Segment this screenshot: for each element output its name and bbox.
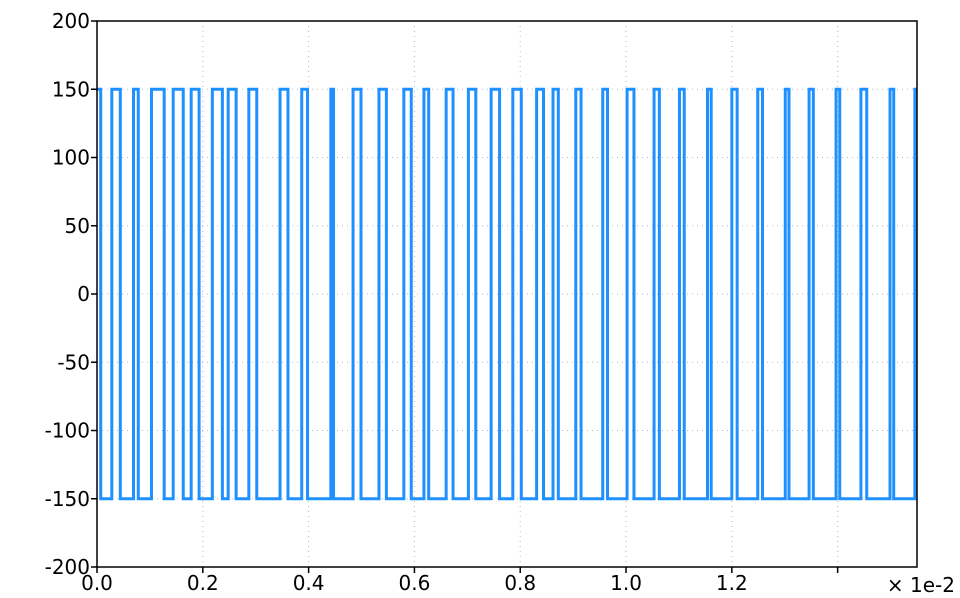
x-tick-label: 0.0 [81,571,113,595]
signal-line [97,87,917,501]
y-axis: 200 150 100 50 0 -50 -100 -150 -200 [45,9,97,579]
y-tick-label: 200 [52,9,90,33]
x-tick-label: 1.0 [610,571,642,595]
x-tick-label: 1.2 [716,571,748,595]
y-tick-label: -200 [45,555,90,579]
x-tick-label: 0.2 [187,571,219,595]
y-tick-label: 150 [52,77,90,101]
x-tick-label: 0.8 [504,571,536,595]
y-tick-label: 50 [65,214,90,238]
y-tick-label: 100 [52,146,90,170]
x-tick-label: 0.6 [399,571,431,595]
y-tick-label: 0 [77,282,90,306]
y-tick-label: -100 [45,419,90,443]
x-axis-multiplier: × 1e-2 [887,573,955,597]
y-tick-label: -50 [57,350,90,374]
x-tick-label: 0.4 [293,571,325,595]
y-tick-label: -150 [45,487,90,511]
x-axis: 0.0 0.2 0.4 0.6 0.8 1.0 1.2 [81,567,839,595]
